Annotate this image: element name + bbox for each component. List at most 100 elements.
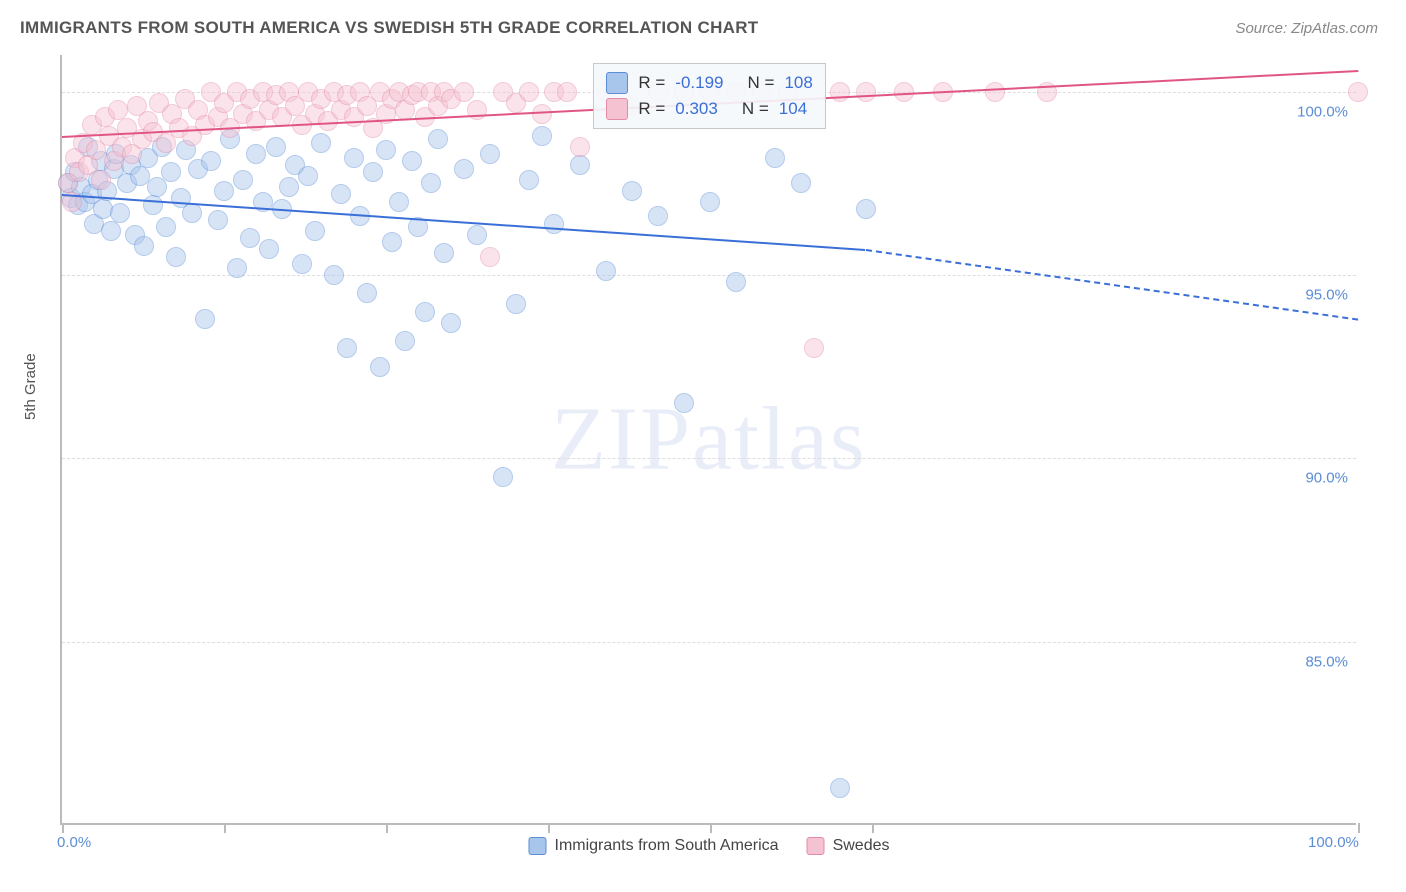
x-tick-label: 0.0% (57, 834, 91, 851)
gridline-h (62, 275, 1356, 276)
scatter-point (166, 247, 186, 267)
scatter-point (101, 221, 121, 241)
scatter-point (233, 170, 253, 190)
scatter-point (570, 137, 590, 157)
scatter-point (454, 159, 474, 179)
scatter-point (765, 148, 785, 168)
x-tick (1358, 823, 1360, 833)
scatter-point (324, 265, 344, 285)
scatter-point (246, 144, 266, 164)
series-legend: Immigrants from South America Swedes (529, 837, 890, 855)
scatter-point (454, 82, 474, 102)
scatter-point (382, 232, 402, 252)
scatter-point (726, 272, 746, 292)
y-tick-label: 90.0% (1305, 470, 1348, 487)
scatter-point (804, 338, 824, 358)
legend-item: Swedes (807, 837, 890, 855)
scatter-point (480, 247, 500, 267)
scatter-point (830, 778, 850, 798)
scatter-point (363, 162, 383, 182)
scatter-point (331, 184, 351, 204)
scatter-point (214, 181, 234, 201)
scatter-point (856, 82, 876, 102)
scatter-point (557, 82, 577, 102)
watermark: ZIPatlas (551, 388, 867, 491)
scatter-point (161, 162, 181, 182)
scatter-point (195, 309, 215, 329)
scatter-point (110, 203, 130, 223)
scatter-point (344, 148, 364, 168)
scatter-point (292, 254, 312, 274)
stats-legend-row: R = -0.199N = 108 (606, 70, 812, 96)
scatter-point (506, 294, 526, 314)
y-tick-label: 95.0% (1305, 287, 1348, 304)
scatter-point (985, 82, 1005, 102)
scatter-point (700, 192, 720, 212)
source-text: Source: ZipAtlas.com (1235, 20, 1378, 37)
scatter-point (674, 393, 694, 413)
stats-legend: R = -0.199N = 108R = 0.303N = 104 (593, 63, 825, 129)
scatter-point (648, 206, 668, 226)
scatter-point (1348, 82, 1368, 102)
scatter-point (201, 151, 221, 171)
scatter-point (91, 170, 111, 190)
scatter-point (421, 173, 441, 193)
scatter-point (208, 210, 228, 230)
x-tick (386, 823, 388, 833)
scatter-point (182, 203, 202, 223)
x-tick (62, 823, 64, 833)
gridline-h (62, 642, 1356, 643)
stats-legend-row: R = 0.303N = 104 (606, 96, 812, 122)
scatter-point (493, 467, 513, 487)
scatter-point (370, 357, 390, 377)
scatter-point (259, 239, 279, 259)
x-tick (548, 823, 550, 833)
scatter-point (467, 225, 487, 245)
scatter-point (143, 195, 163, 215)
scatter-point (395, 331, 415, 351)
scatter-point (227, 258, 247, 278)
scatter-point (441, 313, 461, 333)
scatter-point (428, 129, 448, 149)
scatter-point (570, 155, 590, 175)
scatter-point (357, 283, 377, 303)
chart-plot-area: ZIPatlas 85.0%90.0%95.0%100.0%0.0%100.0%… (60, 55, 1356, 825)
scatter-point (305, 221, 325, 241)
scatter-point (480, 144, 500, 164)
y-axis-label: 5th Grade (22, 353, 39, 420)
scatter-point (337, 338, 357, 358)
x-tick-label: 100.0% (1308, 834, 1359, 851)
trend-line (62, 194, 866, 251)
scatter-point (622, 181, 642, 201)
scatter-point (519, 82, 539, 102)
trend-line (865, 249, 1358, 321)
y-tick-label: 100.0% (1297, 103, 1348, 120)
scatter-point (434, 243, 454, 263)
x-tick (224, 823, 226, 833)
scatter-point (279, 177, 299, 197)
scatter-point (389, 192, 409, 212)
scatter-point (791, 173, 811, 193)
scatter-point (298, 166, 318, 186)
scatter-point (519, 170, 539, 190)
y-tick-label: 85.0% (1305, 653, 1348, 670)
scatter-point (596, 261, 616, 281)
scatter-point (376, 140, 396, 160)
legend-item: Immigrants from South America (529, 837, 779, 855)
scatter-point (544, 214, 564, 234)
scatter-point (134, 236, 154, 256)
x-tick (872, 823, 874, 833)
scatter-point (156, 217, 176, 237)
scatter-point (266, 137, 286, 157)
scatter-point (415, 302, 435, 322)
scatter-point (856, 199, 876, 219)
gridline-h (62, 458, 1356, 459)
scatter-point (108, 100, 128, 120)
scatter-point (532, 126, 552, 146)
scatter-point (240, 228, 260, 248)
scatter-point (894, 82, 914, 102)
scatter-point (311, 133, 331, 153)
chart-title: IMMIGRANTS FROM SOUTH AMERICA VS SWEDISH… (20, 18, 758, 38)
scatter-point (402, 151, 422, 171)
x-tick (710, 823, 712, 833)
